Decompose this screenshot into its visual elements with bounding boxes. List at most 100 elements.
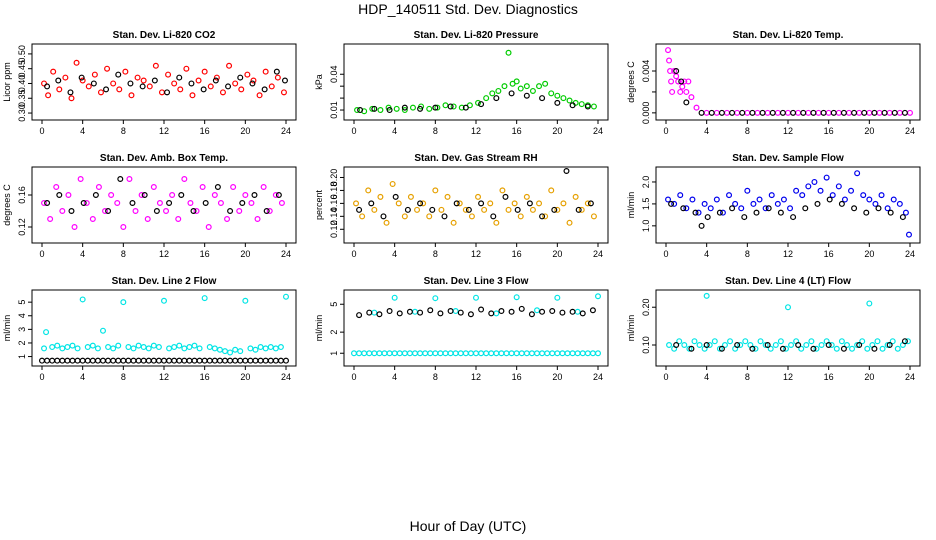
data-point: [128, 92, 135, 99]
data-point: [108, 192, 115, 199]
data-point: [854, 342, 861, 349]
data-point: [871, 345, 878, 352]
data-point: [391, 350, 398, 357]
data-point: [247, 345, 254, 352]
data-point: [517, 213, 524, 220]
y-tick-label: 0.16: [17, 186, 27, 204]
data-point: [211, 192, 218, 199]
data-point: [138, 192, 145, 199]
data-point: [140, 344, 147, 351]
x-tick-label: 0: [663, 372, 668, 382]
data-point: [829, 192, 836, 199]
data-point: [679, 83, 686, 90]
x-tick-label: 8: [433, 126, 438, 136]
data-point: [457, 309, 464, 316]
data-point: [406, 308, 413, 315]
data-point: [544, 350, 551, 357]
data-point: [871, 109, 878, 116]
data-point: [462, 206, 469, 213]
data-point: [196, 357, 203, 364]
x-tick-label: 24: [905, 249, 915, 259]
data-point: [389, 180, 396, 187]
data-point: [407, 193, 414, 200]
data-point: [851, 109, 858, 116]
data-point: [176, 357, 183, 364]
data-point: [810, 345, 817, 352]
data-point: [189, 92, 196, 99]
data-point: [517, 85, 524, 92]
data-point: [704, 214, 711, 221]
data-point: [473, 350, 480, 357]
data-point: [554, 206, 561, 213]
data-point: [165, 71, 172, 78]
data-point: [744, 109, 751, 116]
data-point: [447, 103, 454, 110]
data-point: [732, 200, 739, 207]
data-point: [391, 294, 398, 301]
data-point: [135, 357, 142, 364]
data-point: [83, 200, 90, 207]
data-point: [589, 350, 596, 357]
data-point: [117, 176, 124, 183]
data-point: [224, 216, 231, 223]
data-point: [426, 105, 433, 112]
plot-frame: [343, 289, 609, 367]
data-point: [719, 209, 726, 216]
x-tick-label: 12: [783, 372, 793, 382]
x-tick-label: 4: [392, 249, 397, 259]
panel-title: Stan. Dev. Li-820 Temp.: [733, 30, 844, 41]
data-point: [254, 216, 261, 223]
data-point: [878, 192, 885, 199]
data-point: [151, 77, 158, 84]
data-point: [833, 345, 840, 352]
data-point: [886, 109, 893, 116]
data-point: [856, 342, 863, 349]
data-point: [478, 200, 485, 207]
data-point: [437, 310, 444, 317]
data-point: [434, 104, 441, 111]
data-point: [840, 345, 847, 352]
data-point: [866, 300, 873, 307]
data-point: [688, 94, 695, 101]
plot-frame: [655, 43, 921, 121]
data-point: [518, 305, 525, 312]
data-point: [38, 357, 45, 364]
panel-title: Stan. Dev. Line 4 (LT) Flow: [725, 276, 851, 287]
data-point: [417, 200, 424, 207]
x-tick-label: 24: [593, 249, 603, 259]
data-point: [810, 109, 817, 116]
y-tick-label: 1: [329, 351, 339, 356]
data-point: [753, 209, 760, 216]
data-point: [495, 87, 502, 94]
data-point: [102, 208, 109, 215]
y-tick-label: 0.50: [17, 45, 27, 63]
data-point: [97, 89, 104, 96]
x-tick-label: 8: [745, 372, 750, 382]
data-point: [453, 200, 460, 207]
data-point: [50, 68, 57, 75]
data-point: [788, 342, 795, 349]
data-point: [64, 357, 71, 364]
data-point: [412, 308, 419, 315]
data-point: [884, 205, 891, 212]
data-point: [681, 78, 688, 85]
data-point: [825, 109, 832, 116]
data-point: [777, 338, 784, 345]
data-point: [199, 184, 206, 191]
data-point: [529, 87, 536, 94]
data-point: [762, 342, 769, 349]
panel-5: Stan. Dev. Gas Stream RH percent 0 4 8 12 16 20…: [314, 153, 609, 259]
data-point: [905, 231, 912, 238]
x-tick-label: 8: [745, 126, 750, 136]
data-point: [134, 74, 141, 81]
data-point: [366, 309, 373, 316]
data-point: [69, 342, 76, 349]
plot-frame: [343, 166, 609, 244]
panel-6: Stan. Dev. Sample Flow ml/min 0 4 8 12 16 20 24 1…: [626, 153, 921, 259]
data-point: [465, 206, 472, 213]
data-point: [528, 350, 535, 357]
data-point: [508, 90, 515, 97]
data-point: [668, 78, 675, 85]
data-point: [110, 80, 117, 87]
data-point: [665, 47, 672, 54]
